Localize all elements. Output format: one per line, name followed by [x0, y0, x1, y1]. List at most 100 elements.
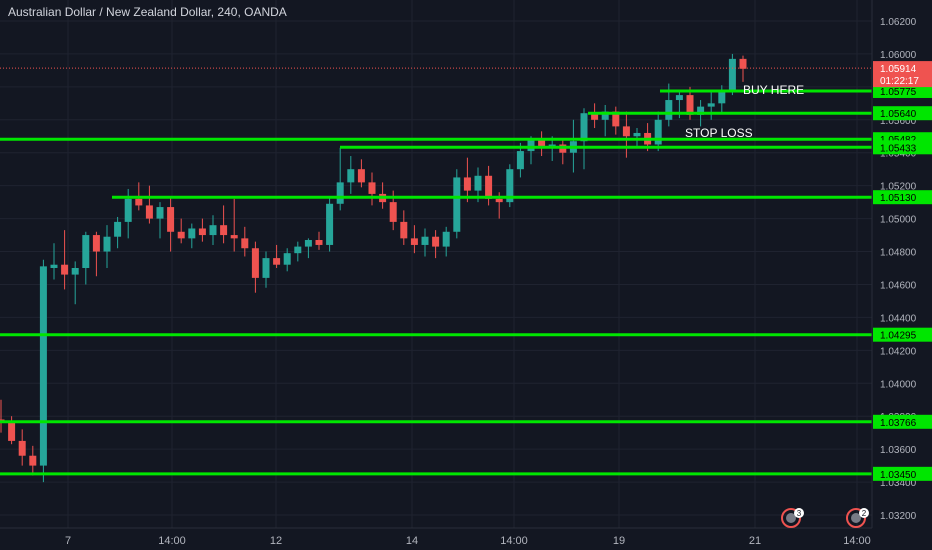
- candle-body: [336, 182, 344, 204]
- candle-body: [92, 235, 100, 252]
- candle-body: [474, 175, 482, 191]
- candle: [601, 104, 609, 137]
- candle-body: [294, 246, 302, 254]
- y-tick-label: 1.06000: [880, 50, 917, 61]
- candle-body: [220, 225, 228, 236]
- candle-body: [718, 91, 726, 104]
- event-marker[interactable]: 3: [781, 508, 804, 528]
- horizontal-levels: [0, 89, 872, 476]
- candle-body: [485, 175, 493, 199]
- candle: [442, 226, 450, 257]
- candle-body: [463, 177, 471, 191]
- x-tick-label: 21: [749, 535, 761, 547]
- candle-body: [230, 235, 238, 239]
- y-tick-label: 1.03400: [880, 478, 917, 489]
- candle: [728, 53, 736, 96]
- candle-body: [156, 207, 164, 219]
- candle: [453, 169, 461, 239]
- candle-body: [347, 169, 355, 183]
- level-price-label: 1.03766: [880, 418, 917, 429]
- candle: [114, 216, 122, 249]
- candle: [654, 111, 662, 152]
- candle-body: [326, 203, 334, 245]
- x-tick-label: 14: [406, 535, 418, 547]
- candle-body: [357, 169, 365, 183]
- x-tick-label: 7: [65, 535, 71, 547]
- candle-body: [103, 236, 111, 252]
- level-price-badge: [873, 83, 932, 98]
- candle: [241, 226, 249, 257]
- candle: [82, 231, 90, 285]
- y-tick-label: 1.05200: [880, 182, 917, 193]
- candle: [294, 241, 302, 262]
- event-marker-ring: [846, 508, 866, 528]
- candle-body: [61, 264, 69, 275]
- candle-body: [18, 440, 26, 456]
- candle-body: [315, 240, 323, 245]
- y-tick-label: 1.03200: [880, 511, 917, 522]
- candle: [347, 156, 355, 194]
- candle: [739, 55, 747, 82]
- event-marker[interactable]: 2: [846, 508, 869, 528]
- candle: [177, 218, 185, 244]
- stop-loss-annotation: STOP LOSS: [685, 126, 753, 140]
- y-tick-label: 1.05600: [880, 116, 917, 127]
- candle-body: [368, 182, 376, 194]
- candle-body: [8, 421, 16, 441]
- candle-body: [728, 58, 736, 92]
- level-price-badge: [873, 190, 932, 205]
- candle-body: [410, 238, 418, 245]
- candle: [336, 147, 344, 211]
- level-price-label: 1.05433: [880, 143, 917, 154]
- candle: [368, 172, 376, 206]
- level-price-badge: [873, 414, 932, 429]
- candle-body: [177, 231, 185, 239]
- candle: [61, 230, 69, 290]
- candle: [357, 159, 365, 188]
- candle: [230, 198, 238, 252]
- y-tick-label: 1.04400: [880, 313, 917, 324]
- candle: [273, 244, 281, 268]
- candle: [304, 238, 312, 259]
- candle: [188, 223, 196, 249]
- candle-body: [82, 235, 90, 268]
- candles: [0, 53, 747, 483]
- candle: [591, 103, 599, 129]
- candle-body: [675, 95, 683, 101]
- price-axis: 1.062001.060001.058001.056001.054001.052…: [871, 0, 932, 550]
- time-axis-bg: [0, 528, 872, 550]
- candle-body: [697, 106, 705, 115]
- annotations: BUY HERE STOP LOSS: [685, 83, 804, 140]
- candle: [315, 231, 323, 250]
- event-marker-count: 2: [862, 509, 867, 518]
- candle-body: [665, 100, 673, 120]
- event-marker-ring: [781, 508, 801, 528]
- y-tick-label: 1.04600: [880, 280, 917, 291]
- chart-title: Australian Dollar / New Zealand Dollar, …: [8, 5, 287, 19]
- y-tick-label: 1.04800: [880, 248, 917, 259]
- candle: [326, 197, 334, 252]
- candle: [485, 165, 493, 206]
- candle-body: [580, 113, 588, 142]
- candle-body: [421, 236, 429, 245]
- candle-body: [135, 198, 143, 206]
- candle: [622, 111, 630, 158]
- candle-body: [145, 205, 153, 219]
- level-price-label: 1.04295: [880, 331, 917, 342]
- candle-body: [622, 126, 630, 137]
- candle-body: [50, 264, 58, 268]
- last-price-label: 1.05914: [880, 64, 917, 75]
- level-price-badge: [873, 466, 932, 481]
- candle: [262, 251, 270, 288]
- candle: [50, 243, 58, 280]
- x-tick-label: 14:00: [500, 535, 528, 547]
- candle: [18, 429, 26, 466]
- candle-body: [71, 268, 79, 275]
- candle: [283, 248, 291, 272]
- candle-body: [273, 258, 281, 265]
- candle: [156, 202, 164, 239]
- event-marker-count: 3: [797, 509, 802, 518]
- candle: [198, 218, 206, 242]
